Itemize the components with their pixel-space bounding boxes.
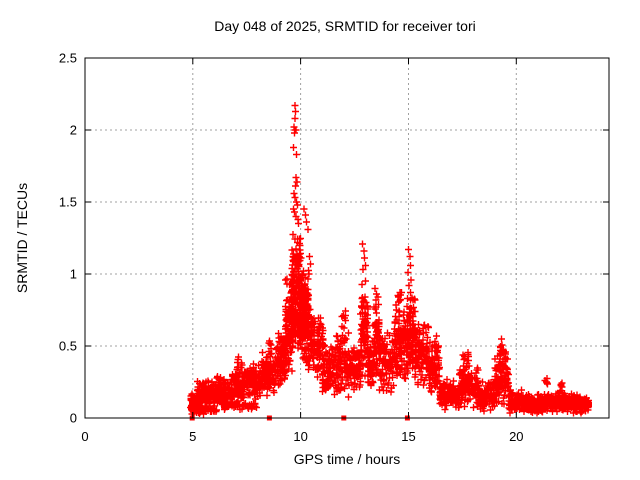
y-axis-label: SRMTID / TECUs [14,183,30,293]
data-points [187,102,592,418]
y-tick-label: 2.5 [59,51,77,66]
y-tick-label: 0.5 [59,339,77,354]
y-tick-label: 1.5 [59,195,77,210]
x-tick-label: 20 [509,429,523,444]
chart-title: Day 048 of 2025, SRMTID for receiver tor… [214,18,475,34]
y-tick-label: 1 [70,267,77,282]
x-tick-label: 5 [189,429,196,444]
y-tick-label: 0 [70,411,77,426]
y-tick-label: 2 [70,123,77,138]
x-tick-label: 0 [81,429,88,444]
x-tick-labels: 0 5 10 15 20 [81,429,523,444]
y-tick-labels: 0 0.5 1 1.5 2 2.5 [59,51,77,426]
x-tick-label: 10 [293,429,307,444]
scatter-points-path [187,102,592,418]
plot-border [84,57,610,419]
x-axis-label: GPS time / hours [294,451,401,467]
x-tick-label: 15 [401,429,415,444]
